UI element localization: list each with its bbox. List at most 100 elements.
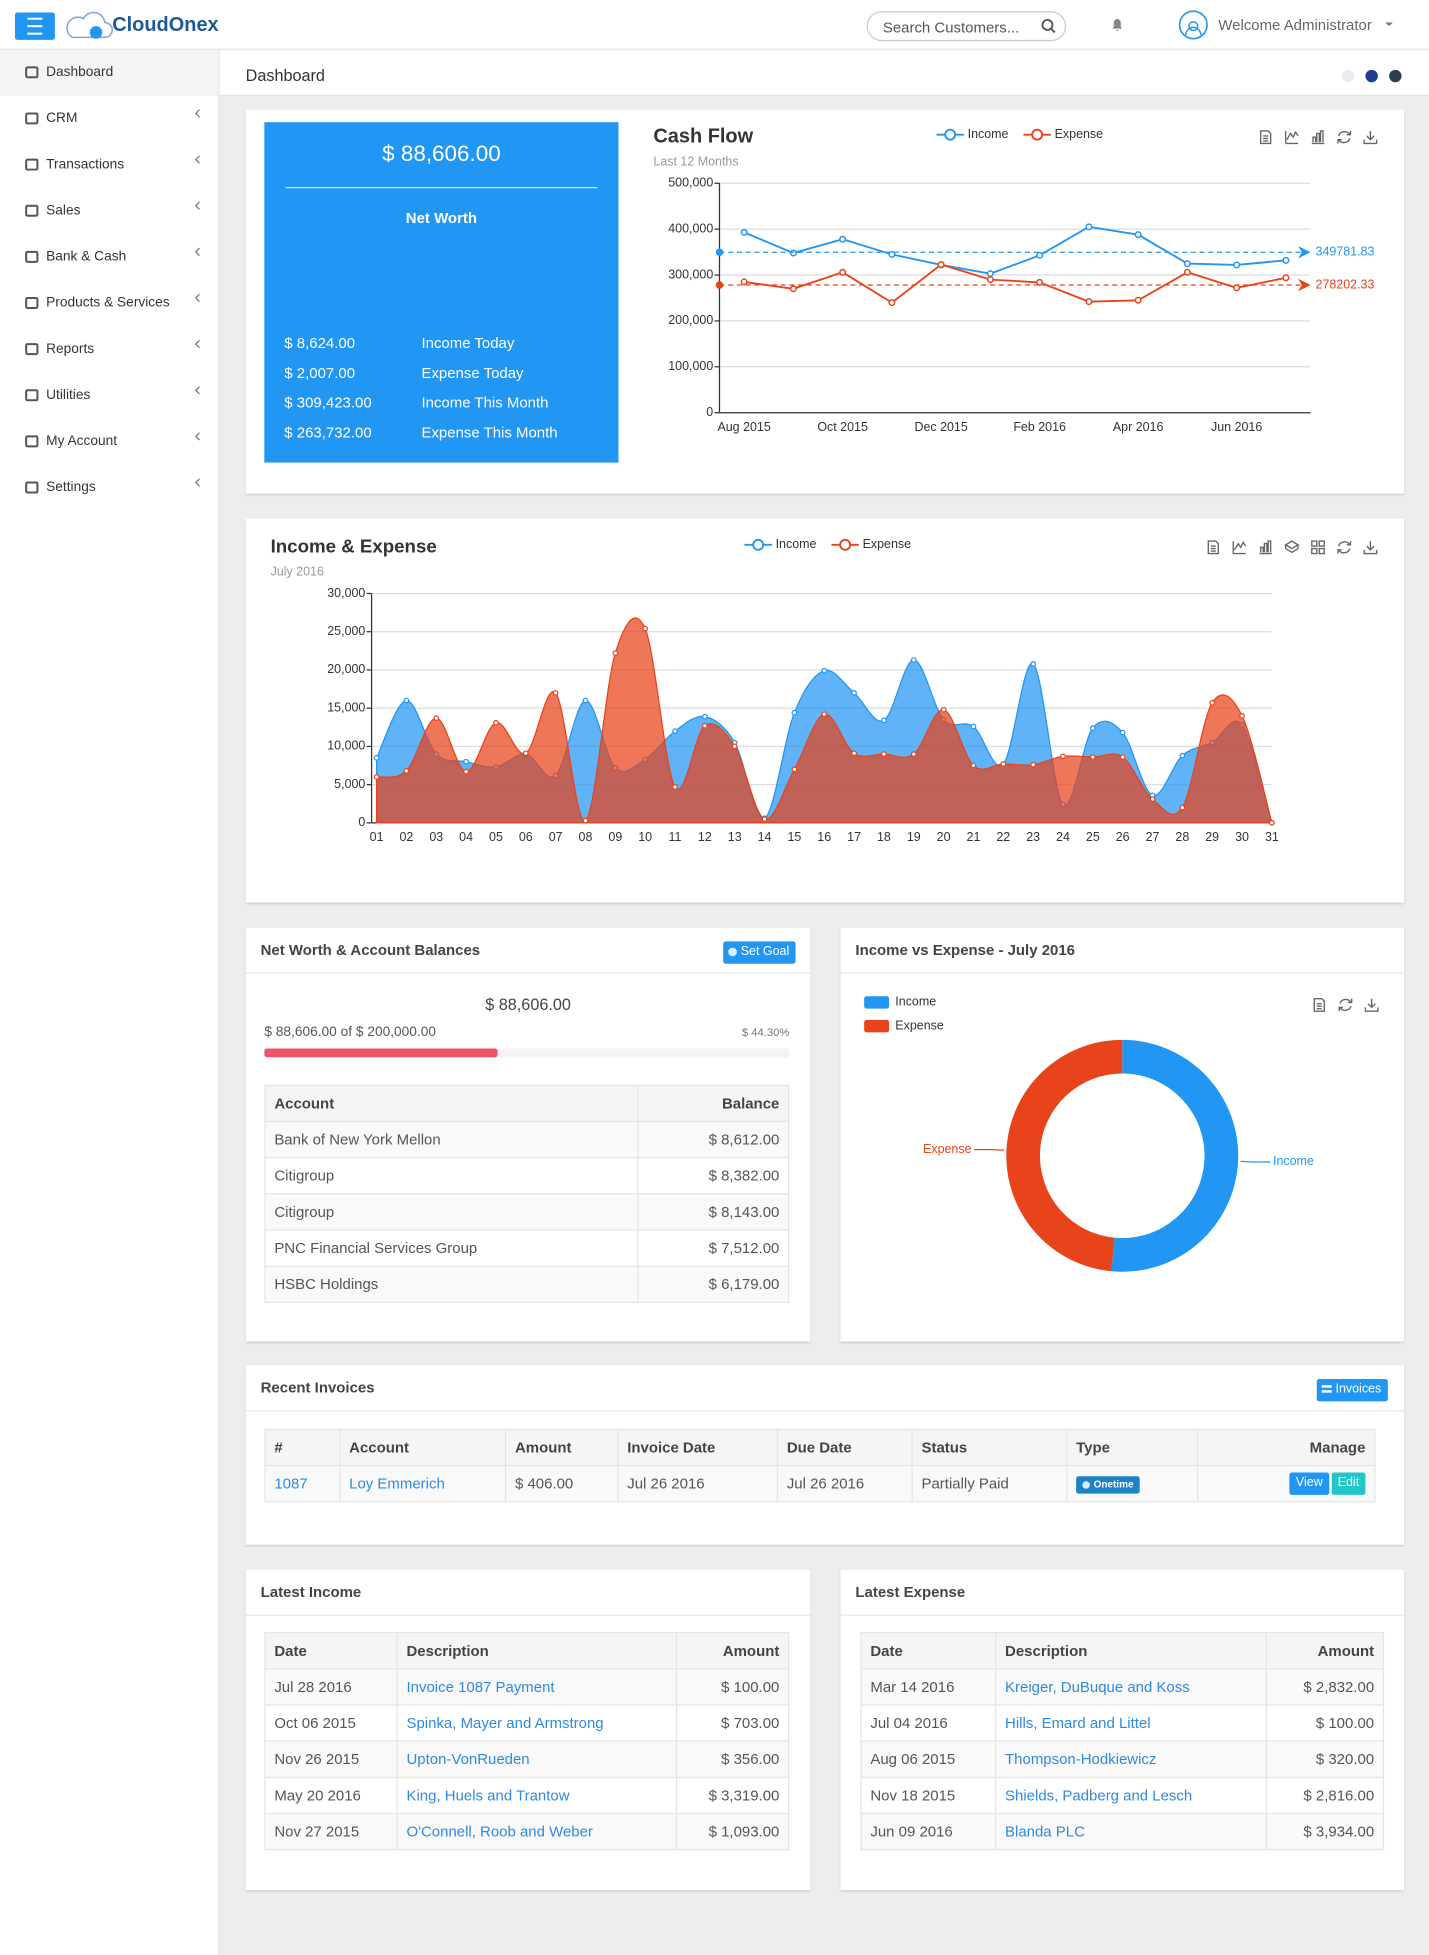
table-cell: $ 7,512.00 — [637, 1229, 790, 1267]
panel-title: Latest Expense — [855, 1583, 966, 1601]
title-bar: Dashboard — [219, 49, 1429, 97]
sidebar-label: Products & Services — [46, 295, 170, 311]
table-cell: $ 8,382.00 — [637, 1157, 790, 1195]
table-cell[interactable]: Thompson-Hodkiewicz — [995, 1740, 1267, 1778]
user-menu[interactable]: Welcome Administrator — [1218, 16, 1372, 34]
table-cell: $ 6,179.00 — [637, 1265, 790, 1303]
table-cell: Oct 06 2015 — [264, 1704, 398, 1742]
table-head: Date Description Amount — [264, 1632, 790, 1670]
table-cell[interactable]: Loy Emmerich — [339, 1464, 507, 1503]
net-worth-box: $ 88,606.00 Net Worth $ 8,624.00 Income T… — [264, 122, 619, 463]
menu-toggle[interactable] — [14, 12, 55, 40]
table-cell: $ 356.00 — [675, 1740, 790, 1778]
balance-amount: $ 88,606.00 — [485, 994, 571, 1014]
table-cell: Citigroup — [264, 1157, 639, 1195]
sidebar-label: Reports — [46, 341, 95, 357]
panel-title: Income vs Expense - July 2016 — [855, 941, 1075, 959]
table-cell: Aug 06 2015 — [860, 1740, 997, 1778]
table-cell[interactable]: Kreiger, DuBuque and Koss — [995, 1668, 1267, 1706]
table-cell: $ 320.00 — [1265, 1740, 1385, 1778]
table-row: HSBC Holdings $ 6,179.00 — [264, 1265, 790, 1303]
table-cell: Partially Paid — [911, 1464, 1068, 1503]
table-cell[interactable]: Invoice 1087 Payment — [396, 1668, 678, 1706]
table-row: PNC Financial Services Group $ 7,512.00 — [264, 1229, 790, 1267]
set-goal-button[interactable]: Set Goal — [723, 941, 796, 964]
sidebar-item[interactable]: Bank & Cash — [0, 234, 218, 280]
table-cell: Onetime — [1066, 1464, 1199, 1503]
table-cell: Jul 28 2016 — [264, 1668, 398, 1706]
stat-label: Expense Today — [421, 364, 524, 382]
stat-amount: $ 309,423.00 — [284, 393, 372, 412]
panel-header: Latest Income — [245, 1570, 811, 1616]
table-cell[interactable]: Hills, Emard and Littel — [995, 1704, 1267, 1742]
column-header: Description — [396, 1632, 678, 1670]
table-cell[interactable]: 1087 — [264, 1464, 341, 1503]
sidebar-item[interactable]: Utilities — [0, 373, 218, 419]
table-cell: Jul 04 2016 — [860, 1704, 997, 1742]
sidebar-item[interactable]: Transactions — [0, 142, 218, 188]
stat-label: Expense This Month — [421, 423, 558, 442]
table-cell: Citigroup — [264, 1193, 639, 1231]
table-cell[interactable]: Upton-VonRueden — [396, 1740, 678, 1778]
table-cell: PNC Financial Services Group — [264, 1229, 639, 1267]
column-header: # — [264, 1428, 341, 1467]
column-header: Balance — [637, 1084, 790, 1123]
panel-title: Net Worth & Account Balances — [260, 941, 481, 959]
stat-amount: $ 2,007.00 — [284, 364, 356, 382]
progress-fill — [264, 1048, 497, 1058]
search-placeholder: Search Customers... — [882, 18, 1020, 37]
data-table: Date Description Amount Mar 14 2016 Kreiger,… — [860, 1632, 1385, 1851]
sidebar-item[interactable]: Products & Services — [0, 281, 218, 327]
table-head: Date Description Amount — [860, 1632, 1385, 1670]
table-head: Account Balance — [264, 1084, 790, 1123]
header-row: Date Description Amount — [264, 1632, 790, 1670]
table-row: Nov 18 2015 Shields, Padberg and Lesch $ 2… — [860, 1776, 1385, 1815]
table-row: 1087 Loy Emmerich $ 406.00 Jul 26 2016 Jul 2… — [264, 1464, 1376, 1503]
badge-icon — [1082, 1481, 1090, 1489]
sidebar-label: Sales — [46, 203, 81, 219]
table-row: Oct 06 2015 Spinka, Mayer and Armstrong $ … — [264, 1704, 790, 1742]
table-cell: Nov 18 2015 — [860, 1776, 997, 1815]
table-cell: $ 3,934.00 — [1265, 1812, 1385, 1851]
sidebar-item[interactable]: My Account — [0, 419, 218, 465]
table-row: Jul 04 2016 Hills, Emard and Littel $ 100.… — [860, 1704, 1385, 1742]
net-worth-amount: $ 88,606.00 — [382, 140, 501, 166]
panel-title: Recent Invoices — [260, 1378, 375, 1397]
table-cell[interactable]: Shields, Padberg and Lesch — [995, 1776, 1267, 1815]
table-row: Citigroup $ 8,382.00 — [264, 1157, 790, 1195]
brand[interactable]: CloudOnex — [112, 14, 219, 37]
table-cell: $ 100.00 — [1265, 1704, 1385, 1742]
invoices-button[interactable]: Invoices — [1316, 1378, 1388, 1402]
table-cell[interactable]: Blanda PLC — [995, 1812, 1267, 1851]
table-cell: $ 3,319.00 — [675, 1776, 790, 1815]
column-header: Amount — [505, 1428, 619, 1467]
table-body: 1087 Loy Emmerich $ 406.00 Jul 26 2016 Jul 2… — [264, 1464, 1376, 1503]
panel-header: Income vs Expense - July 2016 — [840, 928, 1405, 974]
table-cell: $ 100.00 — [675, 1668, 790, 1706]
search-box[interactable]: Search Customers... — [866, 11, 1067, 42]
action-button[interactable]: View — [1289, 1472, 1329, 1495]
table-cell[interactable]: Spinka, Mayer and Armstrong — [396, 1704, 678, 1742]
table-cell[interactable]: King, Huels and Trantow — [396, 1776, 678, 1815]
action-button[interactable]: Edit — [1331, 1472, 1366, 1495]
table-cell[interactable]: O'Connell, Roob and Weber — [396, 1812, 678, 1851]
badge-label: Onetime — [1093, 1478, 1134, 1490]
table-cell: Jul 26 2016 — [776, 1464, 913, 1503]
table-cell: May 20 2016 — [264, 1776, 398, 1815]
sidebar-item[interactable]: Sales — [0, 188, 218, 234]
sidebar-label: Dashboard — [46, 64, 114, 80]
panel-title: Latest Income — [260, 1583, 362, 1601]
sidebar-item[interactable]: Settings — [0, 465, 218, 511]
table-cell: HSBC Holdings — [264, 1265, 639, 1303]
progress-text: $ 88,606.00 of $ 200,000.00 — [264, 1024, 436, 1040]
data-table: Date Description Amount Jul 28 2016 Invoice … — [264, 1632, 790, 1851]
button-icon — [728, 947, 737, 957]
sidebar-item[interactable]: CRM — [0, 96, 218, 142]
sidebar-item[interactable]: Reports — [0, 327, 218, 373]
header-row: Date Description Amount — [860, 1632, 1385, 1670]
stat-amount: $ 263,732.00 — [284, 423, 372, 442]
sidebar-item[interactable]: Dashboard — [0, 49, 219, 97]
